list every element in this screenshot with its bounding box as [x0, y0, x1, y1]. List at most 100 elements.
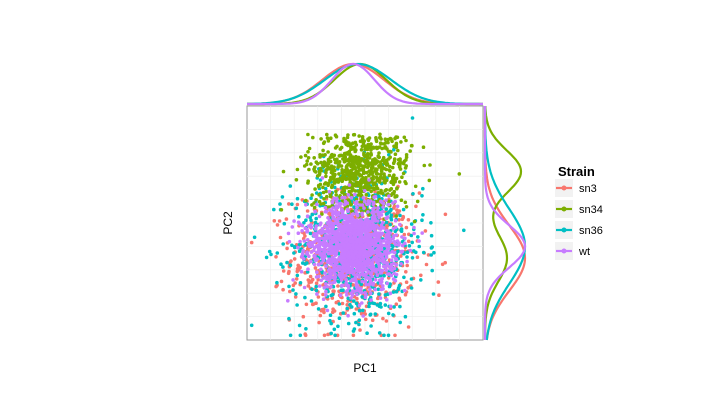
data-point [404, 270, 408, 274]
data-point [419, 273, 423, 278]
data-point [389, 208, 393, 213]
data-point [306, 179, 311, 183]
data-point [334, 134, 339, 139]
data-point [321, 148, 325, 153]
data-point [345, 306, 350, 311]
data-point [340, 195, 344, 200]
data-point [342, 153, 347, 158]
data-point [356, 269, 360, 274]
data-point [386, 140, 390, 145]
data-point [348, 232, 352, 236]
data-point [414, 250, 418, 255]
data-point [305, 159, 310, 163]
data-point [318, 166, 323, 171]
data-point [326, 332, 330, 337]
data-point [378, 132, 382, 137]
data-point [404, 138, 408, 143]
data-point [352, 146, 357, 151]
data-point [443, 260, 448, 265]
data-point [370, 318, 375, 323]
data-point [342, 188, 347, 193]
data-point [352, 235, 356, 239]
data-point [440, 262, 445, 267]
data-point [367, 178, 371, 182]
data-point [324, 229, 329, 233]
data-point [369, 142, 373, 146]
data-point [387, 234, 391, 238]
data-point [344, 227, 349, 232]
data-point [333, 258, 338, 263]
data-point [354, 301, 359, 306]
data-point [344, 278, 349, 282]
data-point [328, 318, 332, 323]
data-point [341, 237, 346, 242]
data-point [305, 270, 310, 274]
data-point [322, 276, 326, 280]
data-point [275, 223, 280, 227]
data-point [400, 235, 404, 239]
data-point [345, 207, 350, 212]
data-point [374, 137, 379, 142]
data-point [304, 327, 308, 331]
data-point [264, 255, 269, 260]
data-point [360, 279, 365, 284]
data-point [397, 218, 401, 222]
data-point [292, 251, 296, 255]
data-point [322, 197, 326, 201]
data-point [334, 193, 339, 197]
data-point [298, 239, 302, 244]
data-point [330, 183, 334, 188]
data-point [390, 268, 394, 273]
data-point [383, 293, 388, 297]
data-point [429, 233, 434, 238]
data-point [377, 164, 381, 168]
data-point [372, 181, 377, 186]
data-point [333, 160, 338, 165]
data-point [322, 164, 326, 169]
data-point [406, 218, 411, 222]
data-point [376, 235, 381, 239]
legend-key-point [561, 248, 567, 254]
data-point [327, 205, 331, 209]
data-point [377, 194, 381, 199]
data-point [290, 243, 294, 248]
data-point [414, 204, 418, 209]
data-point [344, 142, 349, 147]
density-wt [483, 106, 527, 340]
data-point [349, 159, 353, 163]
data-point [402, 232, 407, 237]
data-point [422, 163, 427, 168]
data-point [337, 234, 342, 238]
data-point [291, 278, 295, 282]
data-point [338, 147, 343, 151]
data-point [306, 132, 310, 137]
data-point [369, 224, 374, 228]
data-point [403, 241, 407, 246]
data-point [365, 217, 370, 221]
data-point [409, 277, 414, 281]
data-point [368, 171, 373, 175]
data-point [357, 134, 362, 138]
data-point [384, 298, 389, 302]
data-point [366, 199, 371, 203]
data-point [371, 265, 375, 270]
data-point [349, 261, 353, 266]
data-point [355, 205, 359, 209]
data-point [305, 252, 309, 256]
data-point [356, 155, 361, 160]
data-point [398, 222, 402, 227]
data-point [378, 180, 382, 184]
data-point [324, 170, 328, 175]
data-point [358, 200, 362, 204]
data-point [376, 191, 381, 195]
data-point [381, 176, 386, 181]
data-point [410, 143, 414, 148]
data-point [349, 196, 354, 200]
data-point [275, 280, 279, 285]
data-point [340, 283, 345, 288]
data-point [376, 154, 381, 158]
data-point [362, 170, 367, 175]
data-point [305, 209, 310, 213]
data-point [306, 242, 310, 246]
data-point [328, 261, 333, 266]
